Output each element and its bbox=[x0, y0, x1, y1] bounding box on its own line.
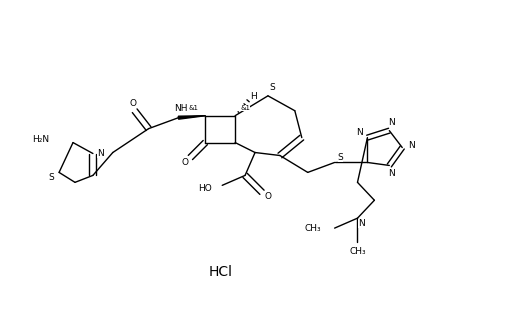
Text: O: O bbox=[182, 158, 189, 167]
Text: N: N bbox=[408, 141, 415, 150]
Polygon shape bbox=[178, 116, 206, 119]
Text: CH₃: CH₃ bbox=[349, 248, 366, 257]
Text: CH₃: CH₃ bbox=[304, 224, 321, 233]
Text: &1: &1 bbox=[188, 105, 198, 111]
Text: S: S bbox=[338, 153, 344, 162]
Text: NH: NH bbox=[174, 104, 187, 113]
Text: HCl: HCl bbox=[208, 265, 232, 279]
Text: N: N bbox=[356, 128, 363, 137]
Text: S: S bbox=[48, 173, 54, 182]
Text: H: H bbox=[249, 92, 256, 101]
Text: O: O bbox=[265, 192, 271, 201]
Text: S: S bbox=[269, 83, 275, 92]
Text: &1: &1 bbox=[240, 105, 250, 111]
Text: O: O bbox=[129, 99, 136, 108]
Text: N: N bbox=[388, 169, 395, 178]
Text: N: N bbox=[358, 219, 365, 228]
Text: HO: HO bbox=[199, 184, 212, 193]
Text: N: N bbox=[388, 118, 395, 127]
Text: H₂N: H₂N bbox=[32, 135, 49, 144]
Text: N: N bbox=[97, 149, 104, 158]
